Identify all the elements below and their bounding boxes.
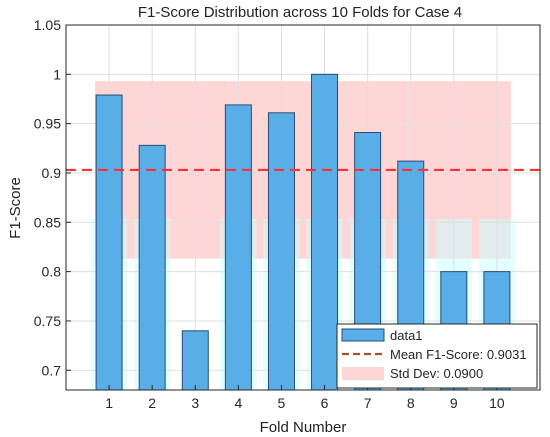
- legend-label-std: Std Dev: 0.0900: [390, 366, 483, 381]
- x-tick-label: 3: [191, 395, 199, 411]
- bar: [95, 94, 123, 391]
- y-axis-label: F1-Score: [7, 177, 24, 239]
- bar: [181, 330, 209, 391]
- y-tick-label: 1.05: [34, 17, 61, 33]
- x-tick-label: 9: [450, 395, 458, 411]
- legend-label-data1: data1: [390, 328, 423, 343]
- legend-swatch-std: [342, 367, 384, 380]
- x-tick-label: 7: [364, 395, 372, 411]
- x-axis-label: Fold Number: [260, 419, 347, 436]
- y-tick-label: 0.75: [34, 313, 61, 329]
- x-tick-label: 5: [278, 395, 286, 411]
- x-tick-label: 8: [407, 395, 415, 411]
- chart-title: F1-Score Distribution across 10 Folds fo…: [138, 4, 462, 21]
- y-tick-label: 0.95: [34, 116, 61, 132]
- x-tick-label: 2: [148, 395, 156, 411]
- x-tick-label: 10: [489, 395, 505, 411]
- legend: data1 Mean F1-Score: 0.9031 Std Dev: 0.090…: [336, 323, 538, 389]
- x-tick-label: 6: [321, 395, 329, 411]
- y-tick-label: 0.8: [42, 264, 62, 280]
- bar: [267, 112, 295, 391]
- y-tick-label: 0.9: [42, 165, 62, 181]
- legend-swatch-data1: [341, 328, 385, 342]
- bar: [311, 73, 339, 391]
- y-tick-label: 0.7: [42, 362, 62, 378]
- bar: [224, 104, 252, 391]
- bar: [138, 144, 166, 391]
- x-tick-label: 1: [105, 395, 113, 411]
- x-tick-label: 4: [234, 395, 242, 411]
- legend-label-mean: Mean F1-Score: 0.9031: [390, 347, 527, 362]
- y-tick-label: 0.85: [34, 214, 61, 230]
- plot-area: 0.7 0.75 0.8 0.85 0.9 0.95 1 1.05 1 2 3 4 5 6 7 8 9 10 dat…: [34, 17, 541, 411]
- axes-box: [65, 24, 541, 391]
- y-tick-label: 1: [53, 66, 61, 82]
